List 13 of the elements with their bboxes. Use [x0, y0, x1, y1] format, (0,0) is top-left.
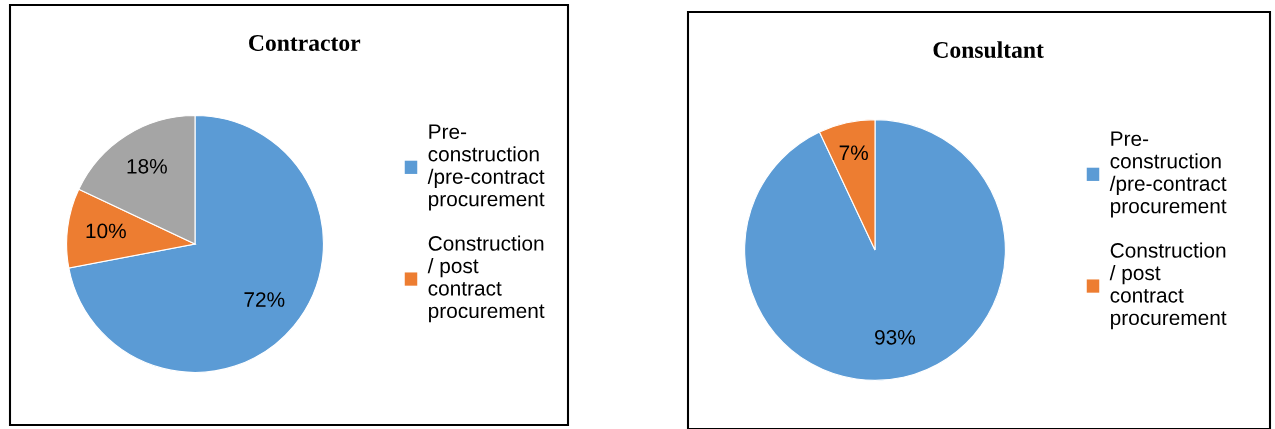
legend-label: Pre-construction /pre-contract procurement — [1109, 131, 1227, 218]
data-label: 7% — [839, 145, 868, 161]
legend-label: Construction / post contract procurement — [1109, 242, 1227, 330]
pie-slice — [744, 119, 1006, 381]
pie-slice — [68, 115, 324, 373]
data-label: 18% — [127, 158, 167, 174]
chart-title: Consultant — [933, 41, 1044, 58]
data-label: 72% — [244, 292, 285, 307]
data-label: 10% — [86, 223, 126, 239]
data-label: 93% — [875, 329, 916, 345]
chart-title: Contractor — [249, 35, 361, 51]
legend-label: Pre-construction /pre-contract procurement — [427, 124, 545, 211]
legend-label: Construction / post contract procurement — [427, 235, 545, 323]
